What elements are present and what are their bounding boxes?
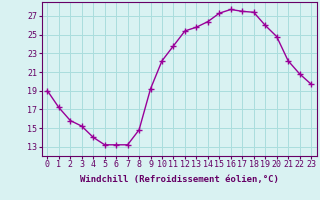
X-axis label: Windchill (Refroidissement éolien,°C): Windchill (Refroidissement éolien,°C): [80, 175, 279, 184]
